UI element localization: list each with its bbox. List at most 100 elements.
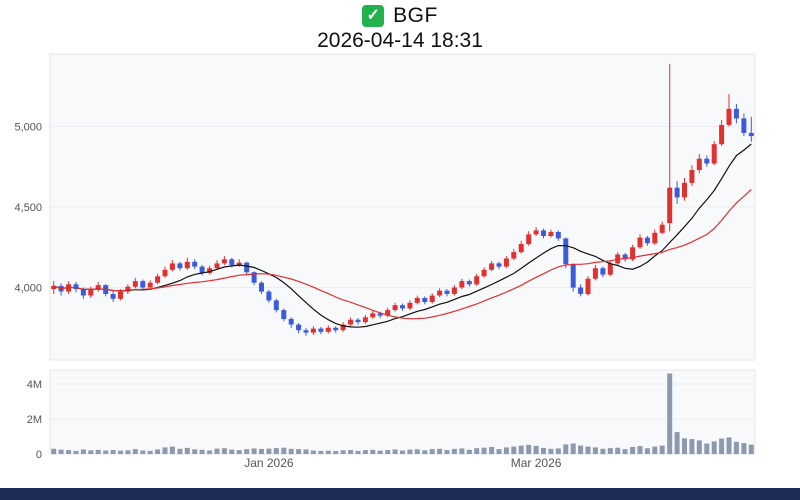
candle-body	[325, 327, 331, 332]
candle-body	[659, 224, 665, 233]
candle-body	[496, 263, 502, 267]
candle-body	[362, 317, 368, 323]
candle-body	[273, 300, 279, 311]
volume-bar	[682, 438, 687, 455]
candle-body	[689, 170, 695, 183]
volume-bar	[80, 449, 86, 454]
candle-body	[251, 272, 257, 283]
volume-bar	[288, 448, 294, 455]
price-axis-label: 5,000	[14, 121, 42, 133]
volume-bar	[541, 447, 546, 454]
candle-body	[95, 285, 101, 290]
volume-bar	[325, 450, 331, 454]
candle-body	[229, 259, 235, 265]
volume-bar	[259, 448, 264, 454]
candle-body	[429, 295, 435, 302]
volume-bar	[169, 446, 175, 454]
volume-bar	[125, 450, 131, 454]
volume-bar	[555, 448, 561, 454]
candle-body	[422, 298, 428, 302]
candle-body	[340, 324, 346, 331]
volume-bar	[407, 449, 413, 454]
candle-body	[600, 268, 606, 275]
stock-chart-svg: 4,000 4,500 5,000 0 2M 4M Jan 2026 Mar 2026	[14, 53, 756, 470]
volume-bar	[689, 439, 695, 454]
ma-line-ma20	[53, 188, 752, 320]
volume-bar	[340, 450, 346, 454]
volume-bar	[88, 450, 94, 454]
volume-bar	[733, 441, 739, 455]
candle-body	[630, 247, 636, 260]
candle-body	[511, 252, 517, 259]
candle-body	[236, 262, 242, 265]
candle-body	[474, 276, 480, 285]
volume-bar	[66, 450, 72, 454]
volume-bar	[318, 450, 324, 454]
candle-body	[310, 328, 316, 333]
candle-body	[711, 144, 717, 164]
candle-body	[518, 244, 524, 253]
volume-bar	[392, 449, 398, 454]
volume-bar	[696, 440, 702, 454]
volume-bar	[155, 449, 161, 454]
candle-body	[533, 230, 539, 235]
candle-body	[199, 266, 205, 273]
candle-body	[748, 132, 754, 137]
volume-bar	[563, 444, 569, 454]
volume-bar	[132, 449, 138, 454]
volume-bar	[496, 449, 502, 454]
candle-body	[674, 187, 680, 198]
candle-body	[155, 276, 161, 283]
candle-body	[733, 108, 739, 119]
candle-body	[459, 281, 465, 288]
chart-header: ✓ BGF 2026-04-14 18:31	[0, 0, 800, 52]
candle-body	[385, 310, 391, 316]
candle-body	[466, 281, 472, 285]
candle-body	[607, 263, 613, 275]
volume-bar	[184, 447, 190, 454]
price-axis-label: 4,000	[14, 283, 42, 295]
volume-bar	[644, 448, 650, 454]
x-axis-label: Jan 2026	[244, 456, 294, 470]
volume-bar	[748, 444, 754, 454]
candle-body	[548, 232, 554, 236]
candle-body	[221, 259, 227, 264]
candle-body	[296, 324, 302, 331]
volume-axis-label: 2M	[27, 414, 42, 426]
volume-bar	[511, 446, 517, 454]
volume-bar	[570, 443, 576, 454]
volume-bar	[310, 450, 316, 454]
candle-body	[110, 294, 116, 299]
volume-bar	[103, 450, 109, 454]
candle-body	[192, 261, 198, 267]
volume-bar	[578, 445, 584, 454]
volume-bar	[444, 450, 450, 454]
volume-bar	[674, 432, 680, 454]
candle-body	[444, 290, 450, 294]
candle-body	[125, 286, 131, 292]
volume-bar	[414, 449, 420, 454]
volume-bar	[585, 446, 591, 454]
candle-body	[481, 269, 487, 277]
volume-bar	[162, 447, 168, 454]
candle-body	[644, 237, 650, 244]
candle-body	[370, 313, 376, 318]
volume-bar	[355, 450, 361, 454]
volume-bar	[459, 448, 465, 454]
volume-bar	[140, 450, 146, 454]
candle-body	[207, 268, 213, 273]
volume-panel	[49, 369, 756, 455]
volume-bar	[422, 450, 428, 454]
volume-bar	[704, 443, 710, 454]
candle-body	[637, 237, 643, 248]
volume-bar	[251, 448, 257, 454]
volume-bar	[615, 447, 621, 454]
candle-body	[184, 261, 190, 269]
volume-bar	[607, 448, 613, 454]
candle-body	[578, 287, 584, 294]
volume-bar	[207, 450, 213, 454]
volume-bar	[437, 448, 443, 455]
volume-bar	[95, 449, 101, 454]
candle-body	[585, 278, 591, 294]
